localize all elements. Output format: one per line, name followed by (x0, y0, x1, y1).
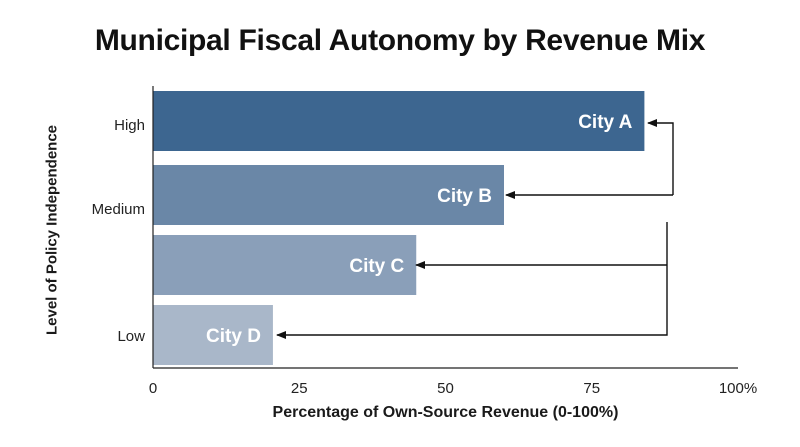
chart-title: Municipal Fiscal Autonomy by Revenue Mix (94, 24, 706, 57)
y-tick-label-low: Low (117, 328, 145, 345)
bar-label-city-b: City B (437, 186, 492, 207)
arrow-city-d (276, 222, 668, 339)
x-axis-label: Percentage of Own-Source Revenue (0-100%… (272, 404, 619, 421)
x-tick-label: 100% (719, 380, 757, 397)
y-tick-label-medium: Medium (92, 201, 145, 218)
x-tick-label: 75 (583, 380, 600, 397)
x-tick-label: 25 (291, 380, 308, 397)
x-tick-label: 50 (437, 380, 454, 397)
bar-city-a (153, 91, 645, 151)
x-tick-label: 0 (149, 380, 157, 397)
bar-label-city-a: City A (578, 112, 632, 133)
bar-label-city-d: City D (206, 326, 261, 347)
bar-city-d (153, 305, 273, 365)
bar-city-c (153, 235, 417, 295)
bar-label-city-c: City C (349, 256, 404, 277)
bar-city-b (153, 165, 504, 225)
arrow-city-a (647, 119, 674, 195)
y-tick-label-high: High (114, 117, 145, 134)
